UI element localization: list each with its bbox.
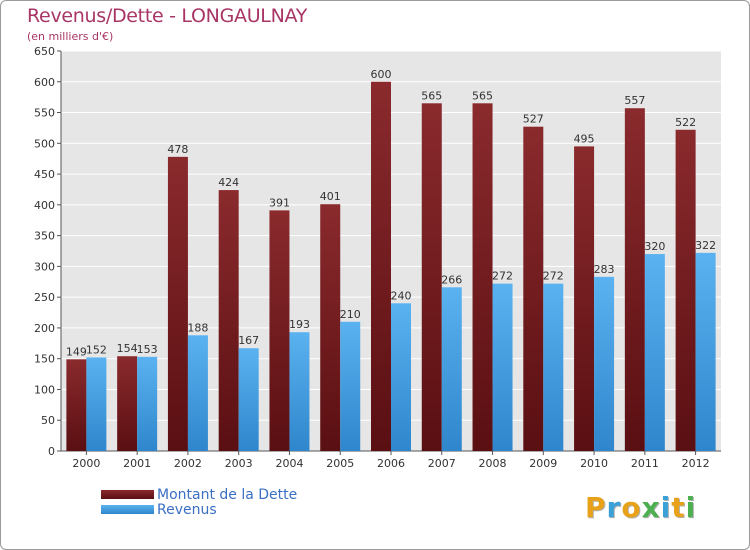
- bar-dette: [320, 204, 341, 451]
- bar-revenus: [492, 283, 513, 451]
- x-tick-label: 2008: [479, 457, 507, 470]
- data-label: 272: [543, 270, 564, 283]
- data-label: 424: [218, 176, 239, 189]
- data-label: 266: [441, 273, 462, 286]
- y-tick-label: 250: [34, 291, 55, 304]
- legend-label-dette: Montant de la Dette: [157, 486, 298, 503]
- logo-letter: i: [660, 491, 672, 524]
- data-label: 522: [675, 116, 696, 129]
- bar-revenus: [644, 254, 665, 451]
- data-label: 188: [187, 321, 208, 334]
- bar-dette: [218, 190, 239, 452]
- data-label: 272: [492, 270, 513, 283]
- data-label: 152: [86, 343, 107, 356]
- logo-letter: P: [585, 491, 607, 524]
- x-tick-label: 2004: [275, 457, 303, 470]
- data-label: 210: [340, 308, 361, 321]
- x-tick-label: 2003: [225, 457, 253, 470]
- bar-dette: [269, 210, 290, 451]
- y-tick-label: 100: [34, 383, 55, 396]
- legend-label-revenus: Revenus: [157, 501, 217, 518]
- bar-dette: [167, 156, 188, 451]
- x-tick-label: 2010: [580, 457, 608, 470]
- data-label: 557: [624, 94, 645, 107]
- bar-revenus: [340, 321, 361, 451]
- legend-swatch-revenus: [101, 505, 154, 514]
- data-label: 154: [117, 342, 138, 355]
- chart-title: Revenus/Dette - LONGAULNAY: [27, 5, 308, 27]
- x-tick-label: 2005: [326, 457, 354, 470]
- y-tick-label: 0: [48, 445, 55, 458]
- bar-dette: [371, 81, 391, 452]
- legend-item-revenus: Revenus: [101, 501, 297, 518]
- x-tick-label: 2006: [377, 457, 405, 470]
- bar-dette: [472, 103, 493, 452]
- data-label: 391: [269, 196, 290, 209]
- data-label: 527: [523, 113, 544, 126]
- y-tick-label: 600: [34, 76, 55, 89]
- bar-dette: [421, 103, 442, 452]
- legend-swatch-dette: [101, 490, 154, 499]
- legend: Montant de la Dette Revenus: [101, 486, 298, 518]
- y-tick-label: 550: [34, 107, 55, 120]
- x-tick-label: 2001: [123, 457, 151, 470]
- x-tick-label: 2012: [682, 457, 710, 470]
- y-tick-label: 650: [34, 45, 55, 58]
- logo-letter: o: [621, 491, 642, 524]
- y-tick-label: 200: [34, 322, 55, 335]
- bar-revenus: [543, 283, 564, 451]
- x-tick-label: 2000: [72, 457, 100, 470]
- bar-dette: [574, 146, 595, 451]
- y-tick-label: 500: [34, 137, 55, 150]
- bar-revenus: [289, 332, 310, 451]
- data-label: 240: [391, 289, 412, 302]
- bar-dette: [624, 108, 645, 451]
- logo-letter: x: [641, 491, 661, 524]
- logo-letter: r: [606, 491, 622, 524]
- bar-revenus: [441, 287, 462, 451]
- data-label: 320: [644, 240, 665, 253]
- logo-letter: t: [671, 491, 686, 524]
- bar-dette: [66, 359, 87, 451]
- y-tick-label: 350: [34, 230, 55, 243]
- data-label: 193: [289, 318, 310, 331]
- proxiti-logo: Proxiti: [585, 491, 696, 524]
- x-tick-label: 2009: [529, 457, 557, 470]
- data-label: 149: [66, 345, 87, 358]
- data-label: 600: [371, 68, 392, 81]
- x-tick-label: 2011: [631, 457, 659, 470]
- bar-dette: [675, 129, 696, 451]
- bar-dette: [117, 356, 138, 451]
- y-tick-label: 50: [41, 414, 55, 427]
- chart-subtitle: (en milliers d'€): [27, 30, 114, 43]
- data-label: 283: [594, 263, 615, 276]
- bar-revenus: [594, 276, 615, 451]
- y-tick-label: 400: [34, 199, 55, 212]
- data-label: 401: [320, 190, 341, 203]
- data-label: 153: [137, 343, 158, 356]
- bar-revenus: [391, 303, 411, 451]
- bar-revenus: [187, 335, 208, 451]
- bar-revenus: [137, 356, 158, 451]
- bar-revenus: [238, 348, 259, 451]
- data-label: 478: [167, 143, 188, 156]
- data-label: 565: [421, 89, 442, 102]
- y-tick-label: 300: [34, 260, 55, 273]
- bar-revenus: [695, 252, 716, 451]
- data-label: 495: [574, 132, 595, 145]
- legend-item-dette: Montant de la Dette: [101, 486, 298, 503]
- data-label: 565: [472, 89, 493, 102]
- data-label: 322: [695, 239, 716, 252]
- y-tick-label: 450: [34, 168, 55, 181]
- bar-dette: [523, 126, 544, 451]
- bar-revenus: [86, 357, 107, 451]
- y-tick-label: 150: [34, 353, 55, 366]
- data-label: 167: [238, 334, 259, 347]
- logo-letter: i: [685, 491, 697, 524]
- x-tick-label: 2002: [174, 457, 202, 470]
- x-tick-label: 2007: [428, 457, 456, 470]
